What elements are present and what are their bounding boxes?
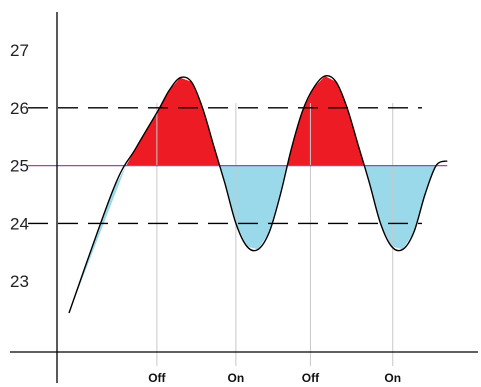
state-label-on: On (228, 371, 245, 385)
y-tick-label: 27 (10, 41, 29, 60)
y-tick-labels: 23 24 25 26 27 (10, 41, 29, 291)
state-labels: Off On Off On (148, 371, 401, 385)
fill-layer (69, 76, 437, 313)
state-label-on: On (384, 371, 401, 385)
y-tick-label: 25 (10, 157, 29, 176)
state-vline-layer (156, 103, 394, 366)
reference-line-layer (28, 107, 448, 225)
above-setpoint-fill (126, 77, 220, 166)
below-setpoint-fill (69, 165, 127, 313)
y-tick-label: 23 (10, 272, 29, 291)
axis-layer (10, 12, 478, 383)
y-tick-label: 26 (10, 99, 29, 118)
state-label-off: Off (148, 371, 166, 385)
state-label-off: Off (302, 371, 320, 385)
y-tick-label: 24 (10, 214, 29, 233)
temperature-series-line (68, 75, 448, 314)
below-setpoint-fill (364, 165, 437, 250)
series-layer (68, 75, 448, 314)
above-setpoint-fill (287, 76, 365, 166)
